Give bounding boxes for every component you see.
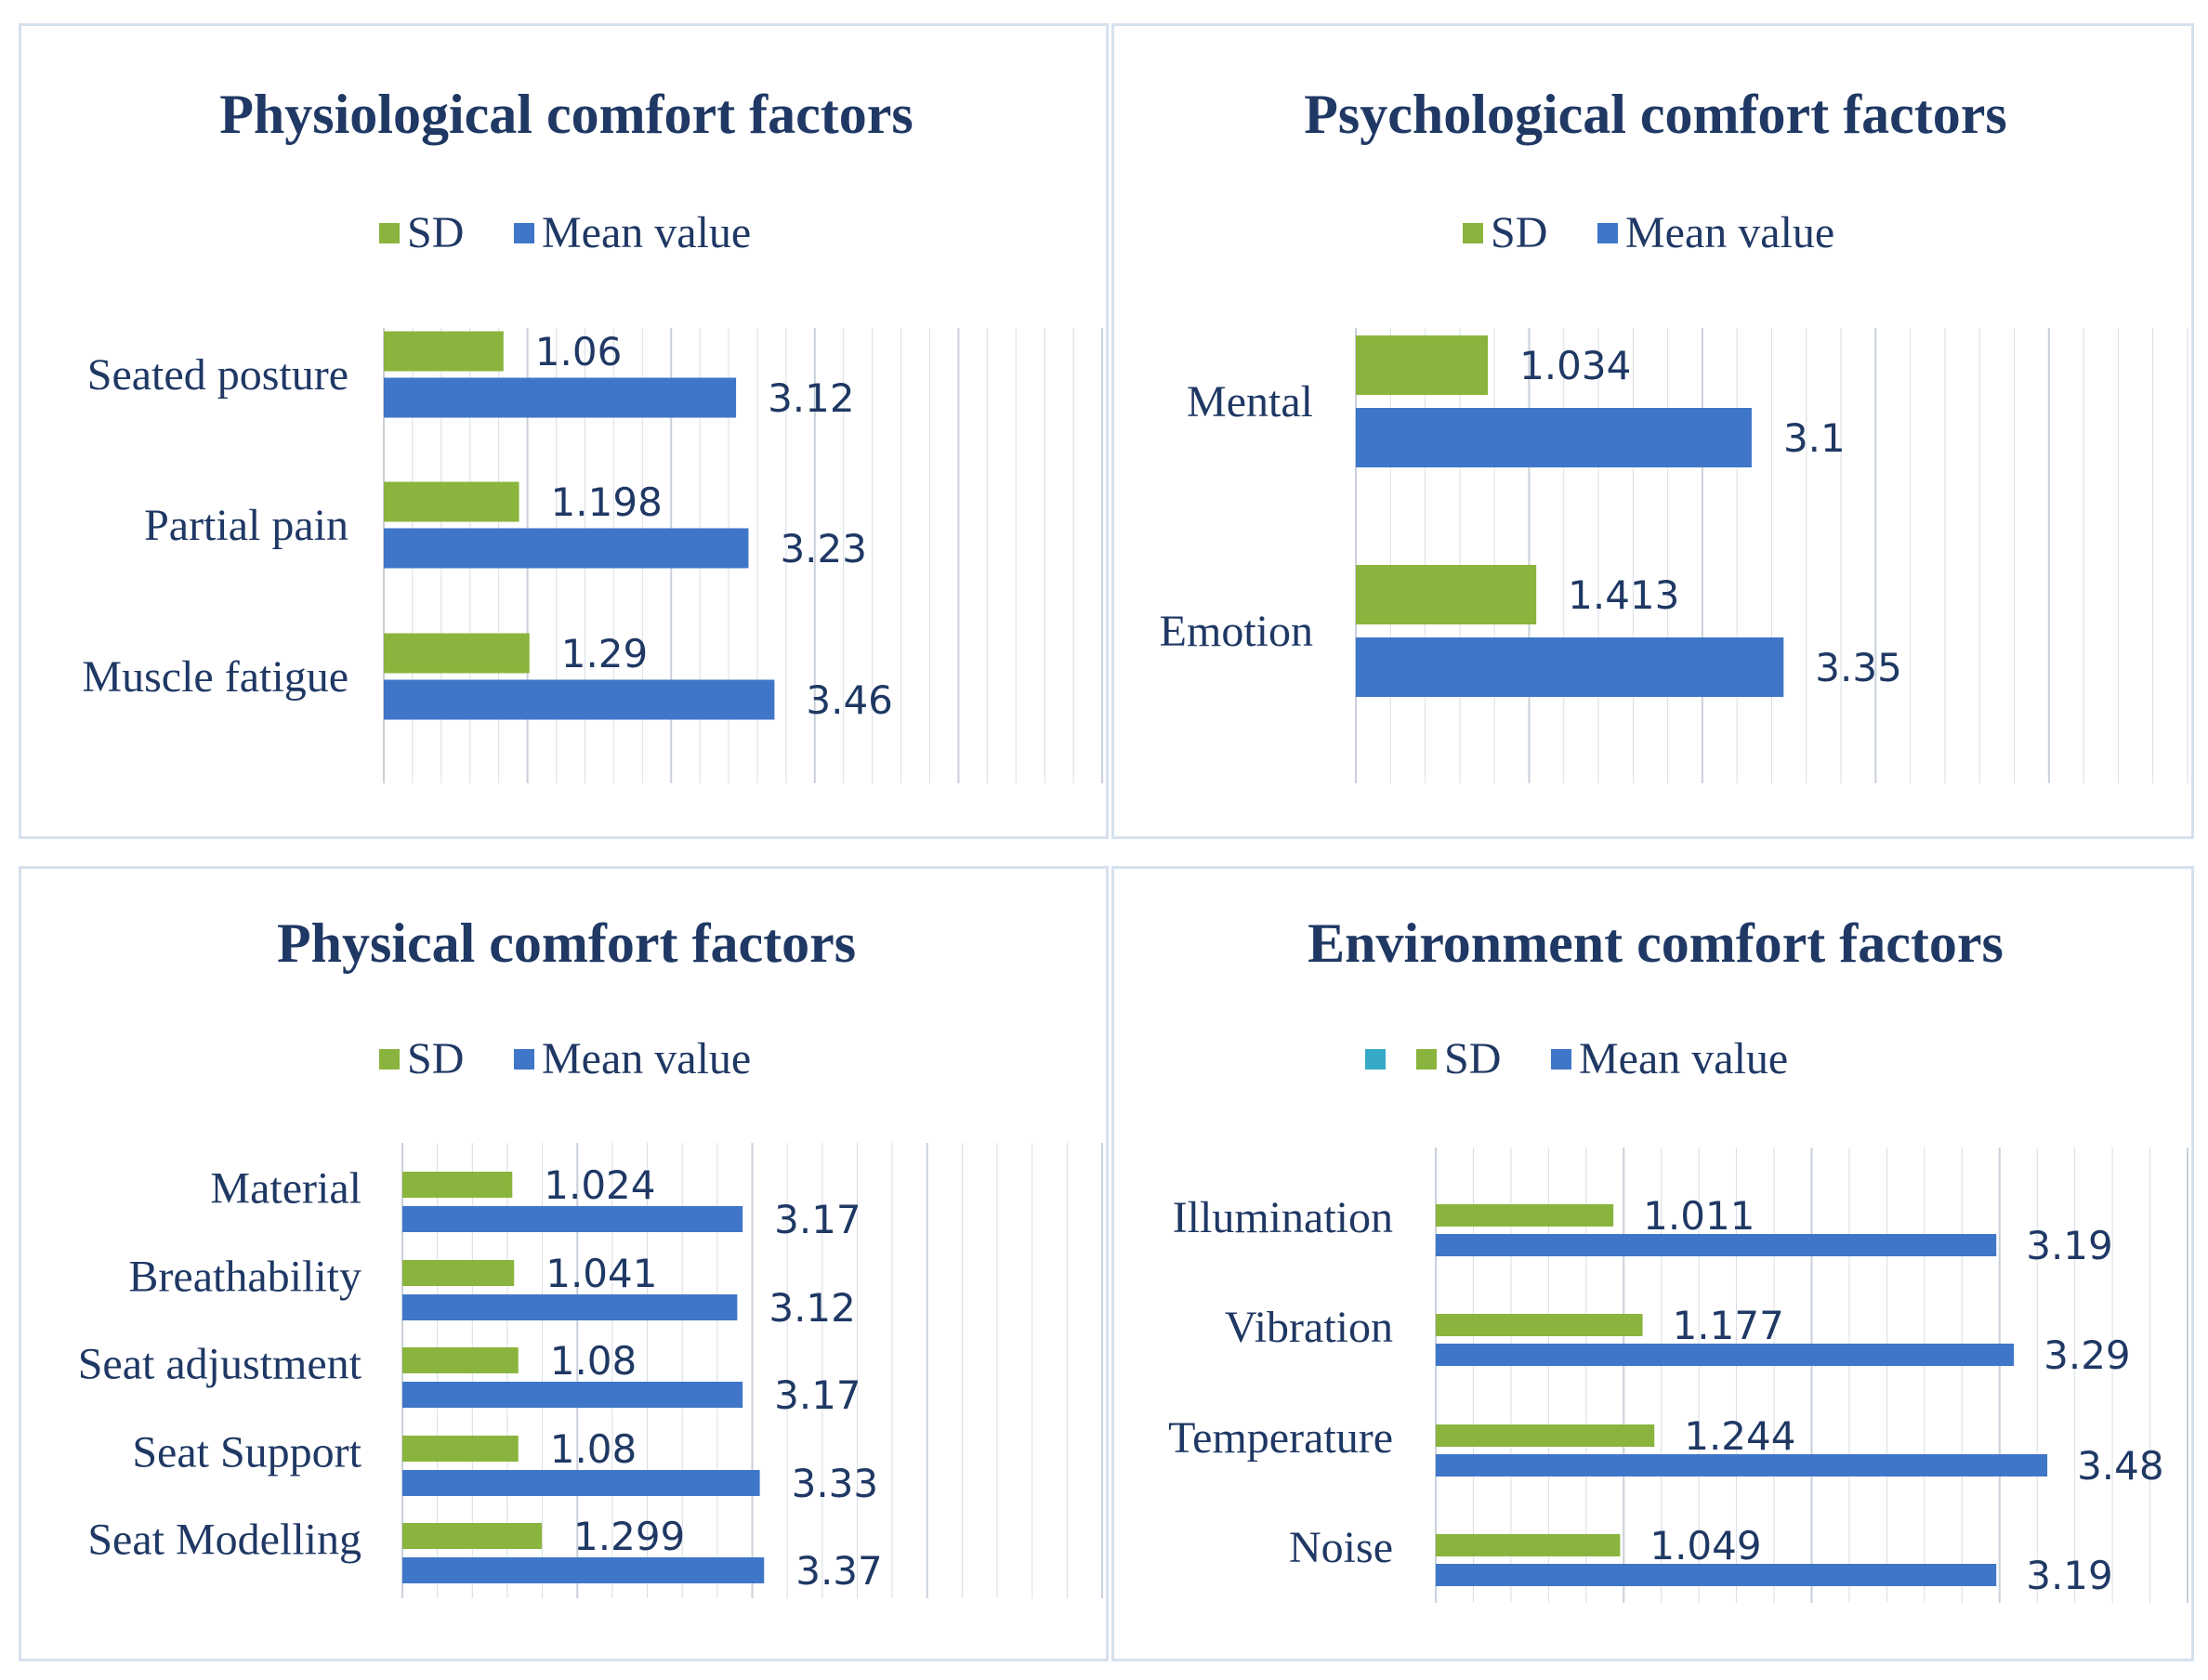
category-label-temperature: Temperature <box>1168 1413 1393 1463</box>
legend-swatch-sd <box>1463 223 1483 243</box>
bar-sd-noise <box>1436 1534 1621 1556</box>
data-label-mean-material: 3.17 <box>774 1197 861 1242</box>
legend-label-mean-value: Mean value <box>542 1034 751 1083</box>
data-label-mean-muscle-fatigue: 3.46 <box>806 677 893 723</box>
bar-mean-breathability <box>402 1294 738 1320</box>
bar-sd-temperature <box>1436 1424 1655 1447</box>
data-label-mean-seat-modelling: 3.37 <box>795 1548 883 1594</box>
legend-swatch-unnamed <box>1365 1049 1386 1070</box>
legend-label-sd: SD <box>407 1034 464 1083</box>
data-label-mean-temperature: 3.48 <box>2077 1443 2164 1489</box>
data-label-sd-illumination: 1.011 <box>1643 1193 1755 1239</box>
bar-sd-muscle-fatigue <box>384 633 530 674</box>
chart-title: Psychological comfort factors <box>1304 84 2006 145</box>
chart-panel-physiological: Physiological comfort factors SD Mean valu… <box>19 23 1109 839</box>
legend-label-mean-value: Mean value <box>1625 208 1834 257</box>
bar-sd-illumination <box>1436 1204 1614 1227</box>
category-label-noise: Noise <box>1289 1523 1393 1572</box>
data-label-sd-muscle-fatigue: 1.29 <box>561 631 649 676</box>
chart-svg: Physiological comfort factors SD Mean valu… <box>82 84 1103 783</box>
data-label-mean-vibration: 3.29 <box>2044 1332 2131 1378</box>
chart-title: Physiological comfort factors <box>219 84 913 145</box>
chart-svg: Physical comfort factors SD Mean value 1.02… <box>78 912 1103 1598</box>
category-label-illumination: Illumination <box>1173 1193 1393 1242</box>
legend-swatch-mean-value <box>514 223 534 243</box>
legend-label-sd: SD <box>1491 208 1547 257</box>
data-label-sd-seat-support: 1.08 <box>550 1426 637 1472</box>
legend-swatch-sd <box>1416 1049 1437 1070</box>
bar-sd-seat-modelling <box>402 1523 543 1549</box>
category-label-breathability: Breathability <box>128 1253 361 1302</box>
bar-sd-emotion <box>1356 565 1537 624</box>
bar-sd-breathability <box>402 1260 515 1286</box>
legend-swatch-mean-value <box>514 1049 534 1070</box>
data-label-mean-mental: 3.1 <box>1783 415 1846 461</box>
bar-mean-noise <box>1436 1564 1997 1586</box>
chart-panel-physical: Physical comfort factors SD Mean value 1.02… <box>19 866 1109 1661</box>
chart-title: Physical comfort factors <box>277 912 856 974</box>
chart-title: Environment comfort factors <box>1308 912 2004 974</box>
bar-sd-vibration <box>1436 1314 1643 1336</box>
data-label-mean-seat-support: 3.33 <box>792 1461 879 1506</box>
bar-mean-vibration <box>1436 1344 2015 1366</box>
data-label-sd-seated-posture: 1.06 <box>535 329 623 374</box>
chart-svg: Psychological comfort factors SD Mean valu… <box>1160 84 2188 783</box>
bar-mean-muscle-fatigue <box>384 679 775 720</box>
chart-svg: Environment comfort factors SD Mean value 1… <box>1168 912 2188 1603</box>
bar-sd-seat-support <box>402 1436 519 1462</box>
data-label-sd-vibration: 1.177 <box>1673 1303 1784 1348</box>
legend-swatch-sd <box>379 1049 400 1070</box>
data-label-mean-illumination: 3.19 <box>2026 1223 2113 1268</box>
category-label-material: Material <box>210 1164 361 1214</box>
legend-swatch-sd <box>379 223 400 243</box>
legend-label-sd: SD <box>407 208 464 257</box>
data-label-sd-material: 1.024 <box>544 1162 655 1208</box>
data-label-sd-breathability: 1.041 <box>545 1251 657 1296</box>
data-label-mean-partial-pain: 3.23 <box>780 526 867 571</box>
data-label-mean-noise: 3.19 <box>2026 1553 2113 1598</box>
data-label-mean-breathability: 3.12 <box>769 1285 856 1331</box>
data-label-sd-seat-modelling: 1.299 <box>573 1514 685 1559</box>
legend-label-sd: SD <box>1444 1034 1501 1083</box>
category-label-mental: Mental <box>1187 377 1313 427</box>
bar-mean-emotion <box>1356 637 1784 697</box>
legend-swatch-mean-value <box>1597 223 1618 243</box>
legend-label-mean-value: Mean value <box>1579 1034 1788 1083</box>
data-label-sd-seat-adjustment: 1.08 <box>550 1338 637 1384</box>
bar-sd-seat-adjustment <box>402 1347 519 1373</box>
data-label-sd-mental: 1.034 <box>1519 343 1631 388</box>
data-label-sd-temperature: 1.244 <box>1684 1413 1795 1459</box>
bar-sd-mental <box>1356 335 1489 395</box>
category-label-seated-posture: Seated posture <box>87 350 348 400</box>
bar-sd-partial-pain <box>384 481 519 522</box>
legend-label-mean-value: Mean value <box>542 208 751 257</box>
bar-mean-temperature <box>1436 1454 2048 1477</box>
bar-mean-seated-posture <box>384 377 737 418</box>
bar-mean-illumination <box>1436 1234 1997 1256</box>
category-label-seat-adjustment: Seat adjustment <box>78 1340 362 1389</box>
data-label-mean-seat-adjustment: 3.17 <box>774 1372 861 1418</box>
data-label-sd-emotion: 1.413 <box>1568 572 1679 618</box>
bar-mean-seat-adjustment <box>402 1382 743 1408</box>
category-label-emotion: Emotion <box>1160 607 1313 656</box>
chart-panel-psychological: Psychological comfort factors SD Mean valu… <box>1111 23 2194 839</box>
bar-mean-seat-support <box>402 1470 760 1496</box>
bar-mean-material <box>402 1206 743 1232</box>
bar-mean-seat-modelling <box>402 1557 765 1583</box>
data-label-mean-seated-posture: 3.12 <box>768 375 855 421</box>
data-label-sd-noise: 1.049 <box>1649 1523 1761 1568</box>
category-label-seat-modelling: Seat Modelling <box>87 1516 361 1565</box>
bar-sd-material <box>402 1172 513 1198</box>
bar-mean-mental <box>1356 408 1752 467</box>
category-label-partial-pain: Partial pain <box>144 501 348 550</box>
bar-sd-seated-posture <box>384 331 504 372</box>
category-label-vibration: Vibration <box>1225 1303 1393 1352</box>
data-label-sd-partial-pain: 1.198 <box>551 479 663 525</box>
chart-panel-environment: Environment comfort factors SD Mean value 1… <box>1111 866 2194 1661</box>
category-label-muscle-fatigue: Muscle fatigue <box>82 652 348 702</box>
data-label-mean-emotion: 3.35 <box>1815 645 1902 690</box>
category-label-seat-support: Seat Support <box>132 1428 361 1477</box>
legend-swatch-mean-value <box>1551 1049 1571 1070</box>
bar-mean-partial-pain <box>384 528 749 569</box>
